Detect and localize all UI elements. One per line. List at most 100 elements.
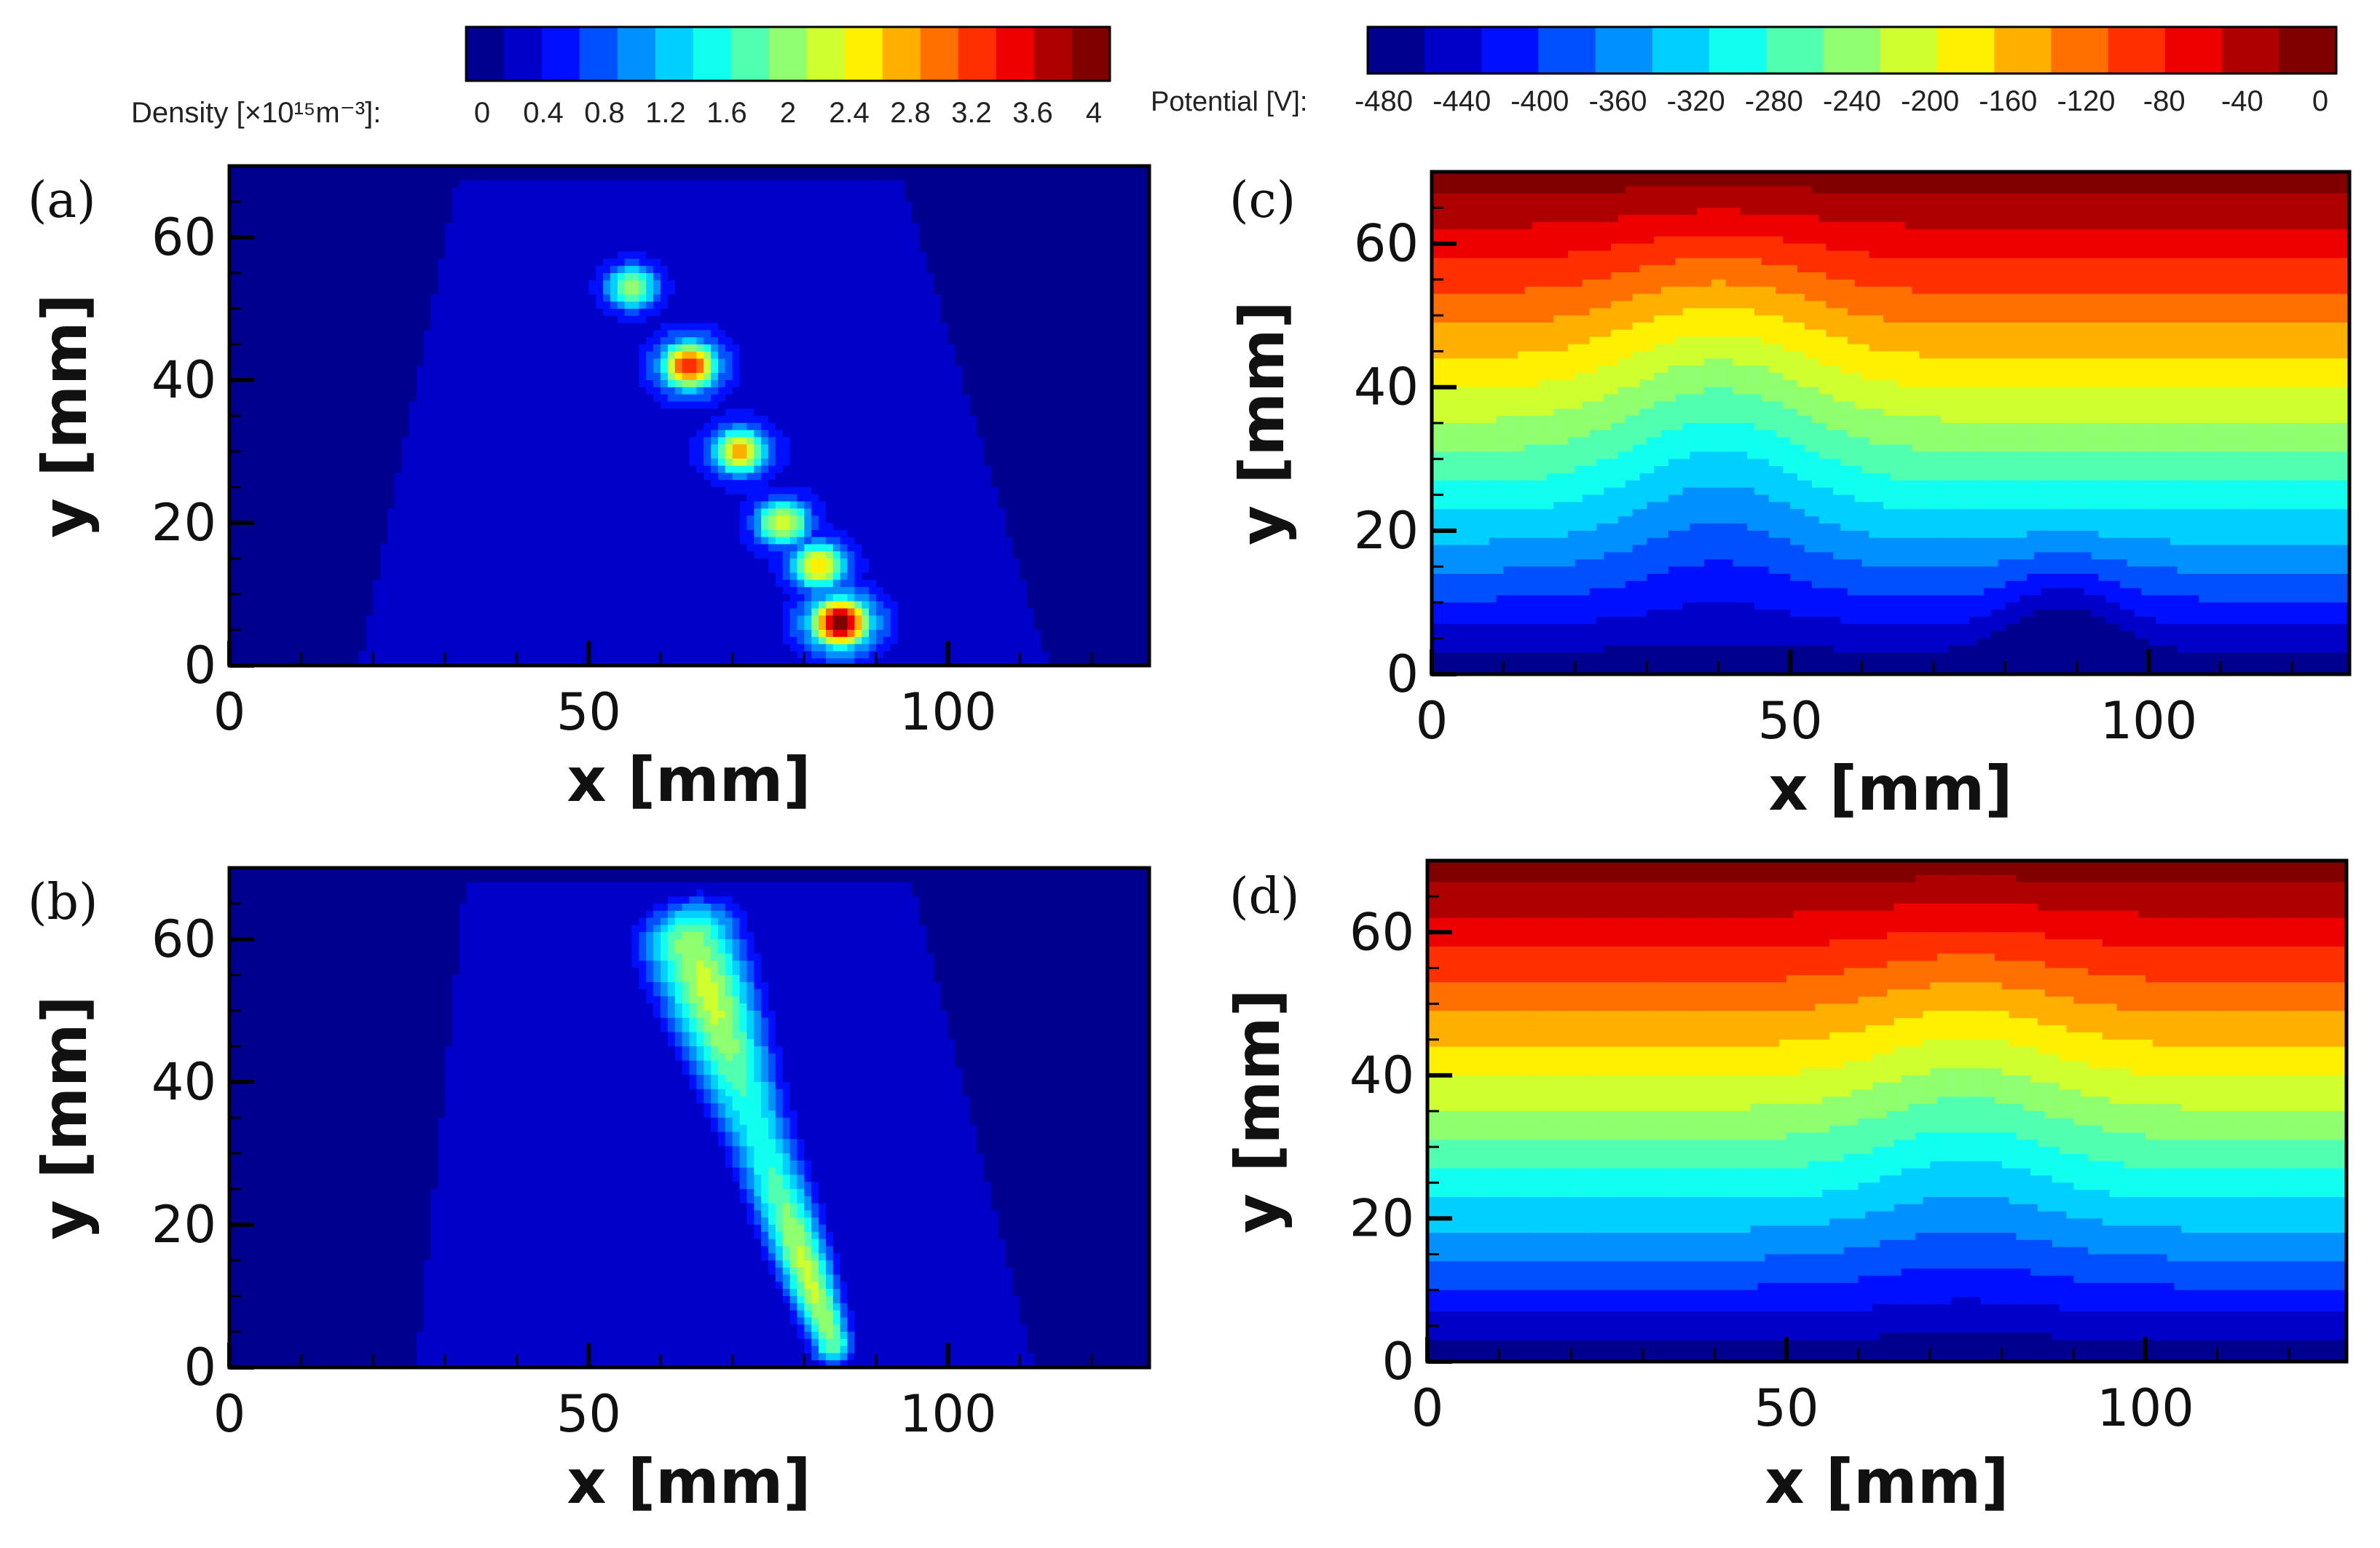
panel-a-heat-cell <box>373 401 381 409</box>
panel-a-heat-cell <box>682 244 690 253</box>
panel-a-heat-cell <box>947 258 956 266</box>
panel-a-heat-cell <box>955 208 963 217</box>
panel-a-heat-cell <box>538 273 546 281</box>
panel-a-heat-cell <box>1135 258 1143 266</box>
panel-a-heat-cell <box>862 430 870 438</box>
panel-a-heat-cell <box>854 216 862 224</box>
panel-a-heat-cell <box>1005 244 1014 253</box>
panel-a-heat-cell <box>481 244 489 253</box>
panel-a-heat-cell <box>409 216 417 224</box>
panel-a-heat-cell <box>1041 416 1049 424</box>
panel-a-heat-cell <box>1120 301 1128 309</box>
panel-a-heat-cell <box>804 244 812 253</box>
panel-a-heat-cell <box>236 309 245 317</box>
panel-a-heat-cell <box>782 422 791 431</box>
panel-a-heat-cell <box>524 408 532 416</box>
panel-a-heat-cell <box>624 251 633 259</box>
panel-a-heat-cell <box>825 380 834 388</box>
density-colorbar-tick-label: 3.2 <box>951 97 992 129</box>
panel-a-heat-cell <box>1113 416 1122 424</box>
panel-a-heat-cell <box>1055 344 1064 352</box>
panel-a-heat-cell <box>811 202 819 210</box>
panel-a-heat-cell <box>1005 380 1014 388</box>
panel-a-heat-cell <box>445 187 453 195</box>
panel-a-heat-cell <box>1055 430 1064 438</box>
panel-a-heat-cell <box>819 387 827 395</box>
panel-a-heat-cell <box>452 244 460 253</box>
panel-a-heat-cell <box>905 266 913 274</box>
panel-a-heat-cell <box>538 258 546 266</box>
panel-a-heat-cell <box>366 173 374 181</box>
panel-a-heat-cell <box>394 280 403 288</box>
panel-a-heat-cell <box>883 408 891 416</box>
panel-a-heat-cell <box>1034 251 1042 259</box>
panel-a-heat-cell <box>1027 208 1035 217</box>
panel-a-heat-cell <box>862 416 870 424</box>
panel-a-heat-cell <box>1070 173 1078 181</box>
panel-a-heat-cell <box>574 301 582 309</box>
panel-a-heat-cell <box>1106 230 1114 238</box>
panel-a-heat-cell <box>1106 416 1114 424</box>
panel-a-heat-cell <box>373 323 381 331</box>
panel-a-heat-cell <box>653 216 661 224</box>
panel-a-heat-cell <box>631 394 639 402</box>
panel-a-heat-cell <box>811 294 819 302</box>
panel-a-heat-cell <box>782 358 791 366</box>
panel-a-heat-cell <box>797 408 805 416</box>
panel-a-heat-cell <box>912 408 920 416</box>
panel-a-heat-cell <box>947 309 956 317</box>
panel-a-heat-cell <box>696 309 704 317</box>
panel-a-heat-cell <box>495 351 503 360</box>
panel-a-heat-cell <box>459 237 468 245</box>
panel-a-heat-cell <box>531 194 539 202</box>
panel-a-heat-cell <box>452 294 460 302</box>
panel-a-heat-cell <box>531 237 539 245</box>
panel-a-heat-cell <box>969 208 977 217</box>
panel-a-heat-cell <box>711 344 719 352</box>
panel-a-heat-cell <box>1135 394 1143 402</box>
panel-a-heat-cell <box>717 216 726 224</box>
panel-a-heat-cell <box>366 416 374 424</box>
panel-a-heat-cell <box>819 173 827 181</box>
panel-a-heat-cell <box>272 273 280 281</box>
panel-a-heat-cell <box>1092 394 1100 402</box>
panel-a-heat-cell <box>1092 180 1100 188</box>
panel-a-heat-cell <box>624 208 633 217</box>
panel-a-heat-cell <box>286 294 295 302</box>
panel-a-heat-cell <box>559 344 568 352</box>
panel-a-heat-cell <box>430 358 438 366</box>
panel-a-heat-cell <box>819 358 827 366</box>
panel-a-heat-cell <box>1113 258 1122 266</box>
panel-a-heat-cell <box>1055 237 1064 245</box>
panel-a-heat-cell <box>789 358 798 366</box>
panel-a-heat-cell <box>811 180 819 188</box>
panel-a-heat-cell <box>739 330 747 338</box>
panel-a-heat-cell <box>603 202 611 210</box>
panel-a-heat-cell <box>452 237 460 245</box>
panel-a-heat-cell <box>984 251 992 259</box>
panel-a-heat-cell <box>344 416 352 424</box>
panel-a-heat-cell <box>667 258 676 266</box>
panel-a-heat-cell <box>1027 380 1035 388</box>
density-colorbar-tick-label: 1.6 <box>706 97 747 129</box>
panel-a-heat-cell <box>739 216 747 224</box>
panel-a-heat-cell <box>739 416 747 424</box>
panel-a-heat-cell <box>610 337 618 345</box>
panel-a-heat-cell <box>315 344 323 352</box>
panel-a-heat-cell <box>380 244 388 253</box>
panel-a-heat-cell <box>984 330 992 338</box>
panel-a-heat-cell <box>905 273 913 281</box>
panel-a-heat-cell <box>366 315 374 324</box>
panel-a-heat-cell <box>286 330 295 338</box>
panel-a-heat-cell <box>366 437 374 445</box>
panel-a-heat-cell <box>545 194 553 202</box>
panel-a-heat-cell <box>962 202 970 210</box>
panel-a-heat-cell <box>1084 387 1092 395</box>
panel-a-heat-cell <box>581 401 589 409</box>
panel-a-heat-cell <box>502 251 511 259</box>
panel-a-heat-cell <box>258 315 266 324</box>
panel-a-heat-cell <box>553 430 561 438</box>
panel-a-heat-cell <box>545 173 553 181</box>
panel-a-heat-cell <box>797 230 805 238</box>
panel-a-heat-cell <box>596 366 604 374</box>
